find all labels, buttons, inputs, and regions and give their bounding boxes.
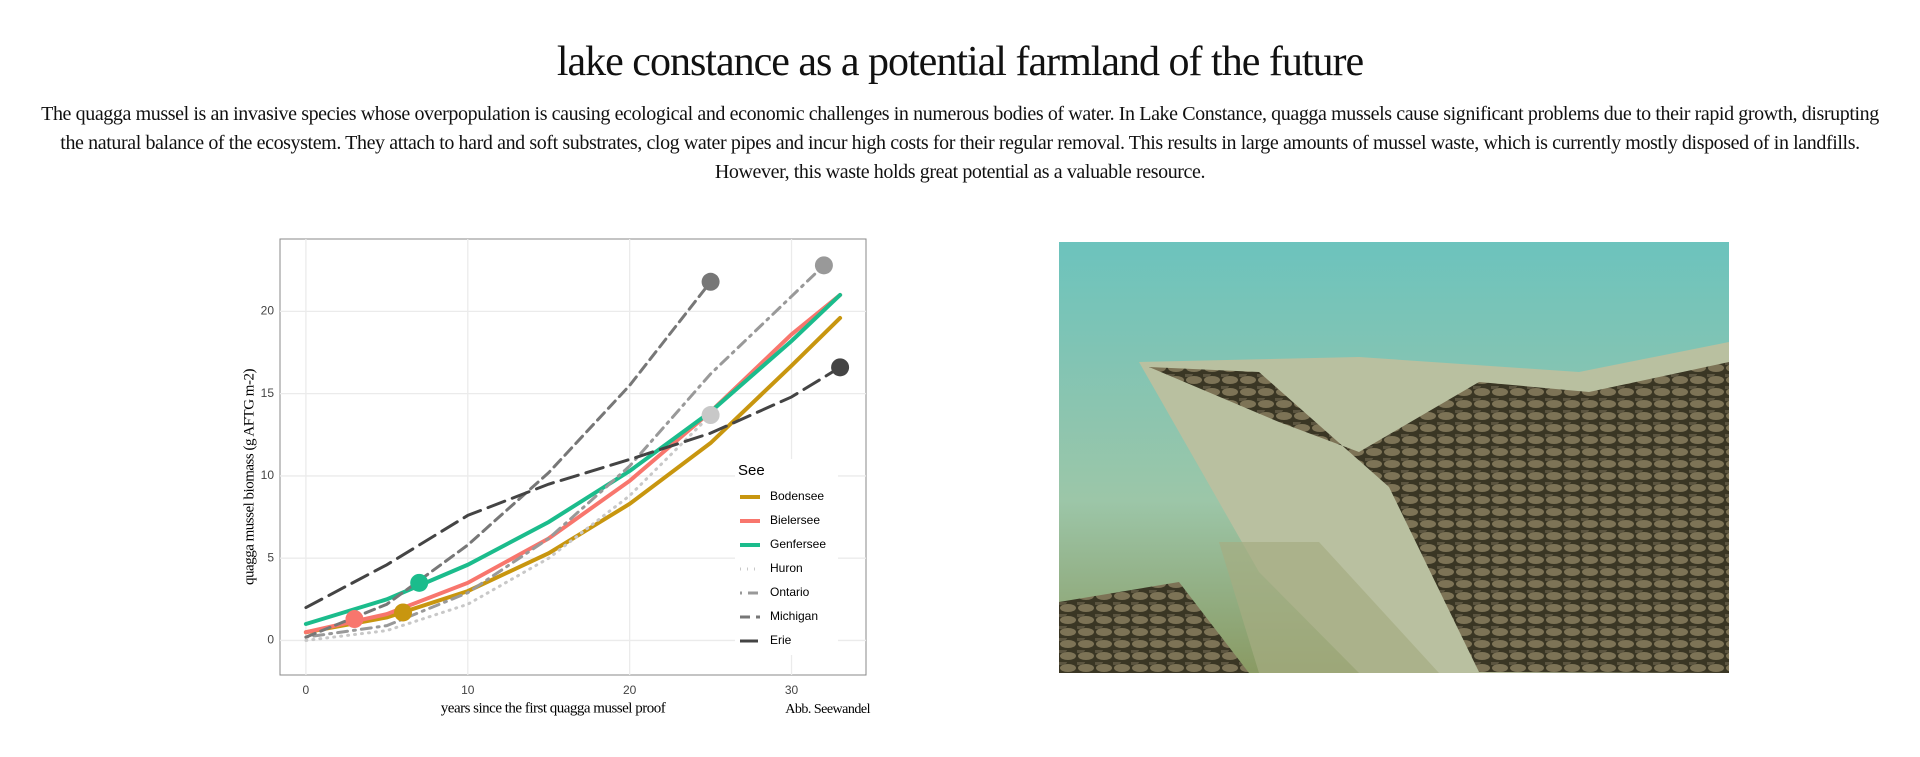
mussel-front xyxy=(1059,582,1249,673)
series-point xyxy=(701,406,720,425)
channel xyxy=(1219,542,1439,673)
mussel-bank xyxy=(1149,362,1729,673)
y-tick-label: 15 xyxy=(261,386,275,400)
mussel-photo xyxy=(1059,242,1729,673)
series-point xyxy=(345,610,364,629)
x-tick-label: 0 xyxy=(303,683,310,697)
series-line xyxy=(304,280,713,639)
series-point xyxy=(814,256,833,275)
x-tick-label: 30 xyxy=(785,683,799,697)
series-line xyxy=(304,263,826,639)
series-point xyxy=(394,603,413,622)
x-axis-label: years since the first quagga mussel proo… xyxy=(441,700,666,716)
y-tick-label: 10 xyxy=(261,468,275,482)
intro-text: The quagga mussel is an invasive species… xyxy=(41,103,1879,183)
legend-label: Michigan xyxy=(770,609,818,623)
y-axis-label: quagga mussel biomass (g AFTG m-2) xyxy=(241,369,257,585)
legend-label: Bielersee xyxy=(770,513,820,527)
chart: 0 5 10 15 20 0 10 20 30 years since the first qua… xyxy=(241,238,871,717)
legend-label: Ontario xyxy=(770,585,810,599)
y-tick-label: 0 xyxy=(267,633,274,647)
legend-label: Genfersee xyxy=(770,537,826,551)
legend-box xyxy=(735,459,838,655)
legend-label: Huron xyxy=(770,561,803,575)
page-title: lake constance as a potential farmland o… xyxy=(556,39,1364,85)
series-point xyxy=(701,272,720,291)
y-tick-label: 20 xyxy=(261,304,275,318)
y-tick-label: 5 xyxy=(267,550,274,564)
legend-title: See xyxy=(738,462,765,479)
series-line xyxy=(304,365,842,610)
legend-label: Erie xyxy=(770,633,792,647)
caption: Abb. Seewandel xyxy=(785,702,870,717)
series-point xyxy=(410,573,429,592)
series-point xyxy=(831,358,850,377)
legend-label: Bodensee xyxy=(770,489,824,503)
x-tick-label: 20 xyxy=(623,683,637,697)
x-tick-label: 10 xyxy=(461,683,475,697)
